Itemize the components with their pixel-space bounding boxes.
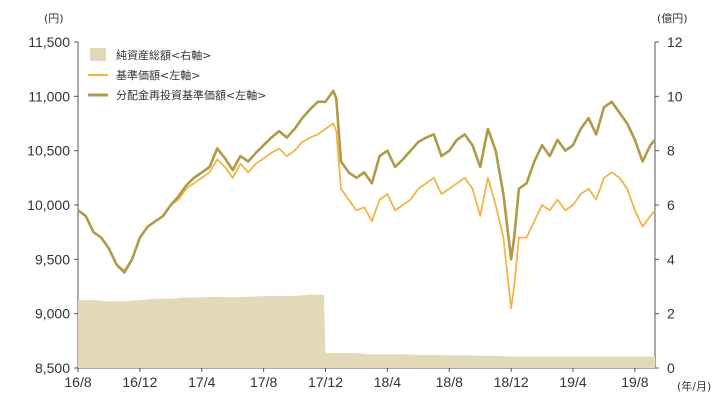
right-axis-unit: (億円) bbox=[657, 12, 688, 25]
x-tick-label: 18/8 bbox=[436, 374, 463, 390]
x-tick-label: 17/4 bbox=[188, 374, 215, 390]
reinvested-nav-line bbox=[77, 89, 656, 274]
legend-label: 分配金再投資基準価額<左軸> bbox=[116, 88, 266, 102]
right-tick-label: 0 bbox=[667, 360, 675, 376]
left-tick-label: 11,000 bbox=[28, 88, 70, 104]
x-tick-label: 16/8 bbox=[64, 374, 91, 390]
right-tick-label: 4 bbox=[667, 251, 675, 267]
left-axis-unit: (円) bbox=[44, 12, 64, 25]
legend-label: 純資産総額<右軸> bbox=[116, 48, 211, 62]
net-assets-area bbox=[78, 294, 655, 368]
x-tick-label: 16/12 bbox=[122, 374, 157, 390]
right-tick-label: 8 bbox=[667, 143, 675, 159]
x-tick-label: 19/4 bbox=[559, 374, 586, 390]
nav-line bbox=[77, 122, 656, 310]
left-tick-label: 8,500 bbox=[35, 360, 70, 376]
x-axis-unit: (年/月) bbox=[677, 379, 711, 393]
right-tick-label: 10 bbox=[667, 88, 683, 104]
left-tick-label: 11,500 bbox=[28, 34, 70, 50]
legend-label: 基準価額<左軸> bbox=[116, 68, 200, 82]
right-tick-label: 2 bbox=[667, 306, 675, 322]
x-tick-label: 17/12 bbox=[308, 374, 343, 390]
right-tick-label: 6 bbox=[667, 197, 675, 213]
left-tick-label: 10,000 bbox=[27, 197, 70, 213]
left-tick-label: 10,500 bbox=[27, 143, 70, 159]
x-tick-label: 18/12 bbox=[494, 374, 529, 390]
right-tick-label: 12 bbox=[667, 34, 683, 50]
left-tick-label: 9,500 bbox=[35, 251, 70, 267]
legend-swatch-area bbox=[90, 48, 106, 61]
left-tick-label: 9,000 bbox=[35, 306, 70, 322]
x-tick-label: 17/8 bbox=[250, 374, 277, 390]
legend: 純資産総額<右軸> 基準価額<左軸> 分配金再投資基準価額<左軸> bbox=[88, 48, 266, 102]
x-tick-label: 18/4 bbox=[374, 374, 401, 390]
x-tick-label: 19/8 bbox=[621, 374, 648, 390]
